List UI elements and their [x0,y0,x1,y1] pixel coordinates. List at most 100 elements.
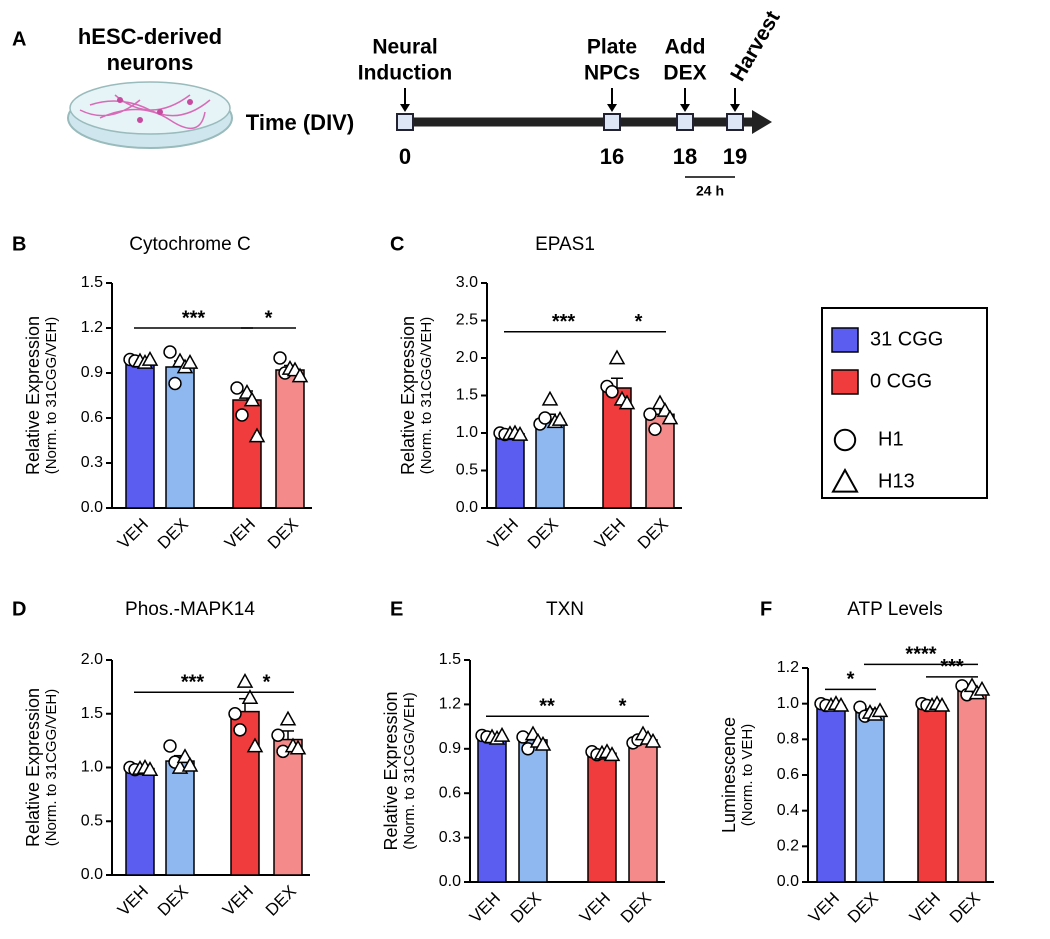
chart-title: TXN [546,599,584,620]
event-label: Induction [358,62,452,85]
y-axis-label: (Norm. to 31CGG/VEH) [418,317,435,475]
y-axis-label: Relative Expression [398,316,418,475]
chart-title: Phos.-MAPK14 [125,599,255,620]
significance-label: * [265,307,273,329]
event-label: Neural [372,36,437,59]
y-tick-label: 2.5 [456,312,478,329]
x-tick-label: VEH [591,515,629,553]
point [248,427,266,443]
point [605,385,619,399]
significance-label: * [263,672,271,694]
y-tick-label: 1.5 [81,274,103,291]
event-box [603,113,621,131]
y-tick-label: 1.2 [439,696,461,713]
point [289,739,307,755]
point [493,726,511,742]
y-tick-label: 1.5 [456,387,478,404]
y-tick-label: 0.0 [777,873,799,890]
x-tick-label: VEH [805,889,843,927]
y-axis-label: (Norm. to 31CGG/VEH) [43,689,60,847]
bar [957,690,987,883]
y-tick-label: 0.9 [439,740,461,757]
event-label: Add [665,36,706,59]
y-tick-label: 1.5 [81,705,103,722]
y-axis-label: (Norm. to 31CGG/VEH) [43,317,60,475]
bar [273,738,303,876]
timeline-label: Time (DIV) [246,110,354,135]
event-box [676,113,694,131]
point [551,410,569,426]
y-tick-label: 1.0 [456,424,478,441]
significance-label: *** [181,672,205,694]
x-tick-label: VEH [221,515,259,553]
x-tick-label: VEH [576,889,614,927]
legend-label: 0 CGG [870,370,932,392]
y-tick-label: 0.0 [439,873,461,890]
point [236,672,254,688]
x-tick-label: DEX [154,515,192,553]
y-tick-label: 1.0 [777,695,799,712]
bar [628,739,658,883]
y-axis-label: (Norm. to VEH) [739,724,756,827]
point [271,728,285,742]
y-tick-label: 0.5 [81,812,103,829]
y-axis-label: (Norm. to 31CGG/VEH) [401,692,418,850]
bar [477,736,507,883]
point [228,707,242,721]
event-day: 0 [399,144,411,169]
event-arrowhead [607,104,617,112]
y-tick-label: 3.0 [456,274,478,291]
chart-title: ATP Levels [847,599,942,620]
x-tick-label: DEX [154,882,192,920]
point [141,761,159,776]
x-tick-label: DEX [262,882,300,920]
y-tick-label: 0.0 [456,499,478,516]
event-day: 16 [600,144,624,169]
event-arrowhead [680,104,690,112]
legend-marker [833,428,857,452]
y-tick-label: 0.0 [81,499,103,516]
x-tick-label: DEX [524,515,562,553]
point [176,748,194,764]
significance-label: ** [539,696,555,718]
point [643,407,657,421]
point [534,735,552,751]
bar [125,360,155,509]
y-axis-label: Luminescence [719,717,739,833]
point [235,408,249,422]
x-tick-label: DEX [634,515,672,553]
event-arrowhead [400,104,410,112]
x-tick-label: VEH [114,882,152,920]
y-tick-label: 0.8 [777,731,799,748]
significance-label: *** [552,311,576,333]
legend-label: 31 CGG [870,328,943,350]
significance-label: *** [182,307,206,329]
point [511,425,529,441]
significance-label: * [635,311,643,333]
point [168,376,182,391]
x-tick-label: VEH [466,889,504,927]
bar [816,704,846,883]
panel-letter: C [390,233,404,255]
x-tick-label: VEH [114,515,152,553]
point [603,746,621,762]
x-tick-label: VEH [906,889,944,927]
bar [917,704,947,883]
timeline-arrow [752,110,772,134]
panel-letter: B [12,233,26,255]
point [246,737,264,753]
panel-letter: D [12,598,26,620]
y-tick-label: 0.9 [81,364,103,381]
event-label: DEX [663,62,706,85]
significance-label: * [619,696,627,718]
point [973,680,991,696]
point [832,696,850,712]
x-tick-label: DEX [264,515,302,553]
legend-label: H13 [878,470,915,492]
chart-title: Cytochrome C [129,234,250,255]
point [291,367,309,383]
legend-marker [831,467,859,493]
cells-title: hESC-derived [78,24,222,49]
y-tick-label: 0.6 [777,766,799,783]
event-arrowhead [730,104,740,112]
